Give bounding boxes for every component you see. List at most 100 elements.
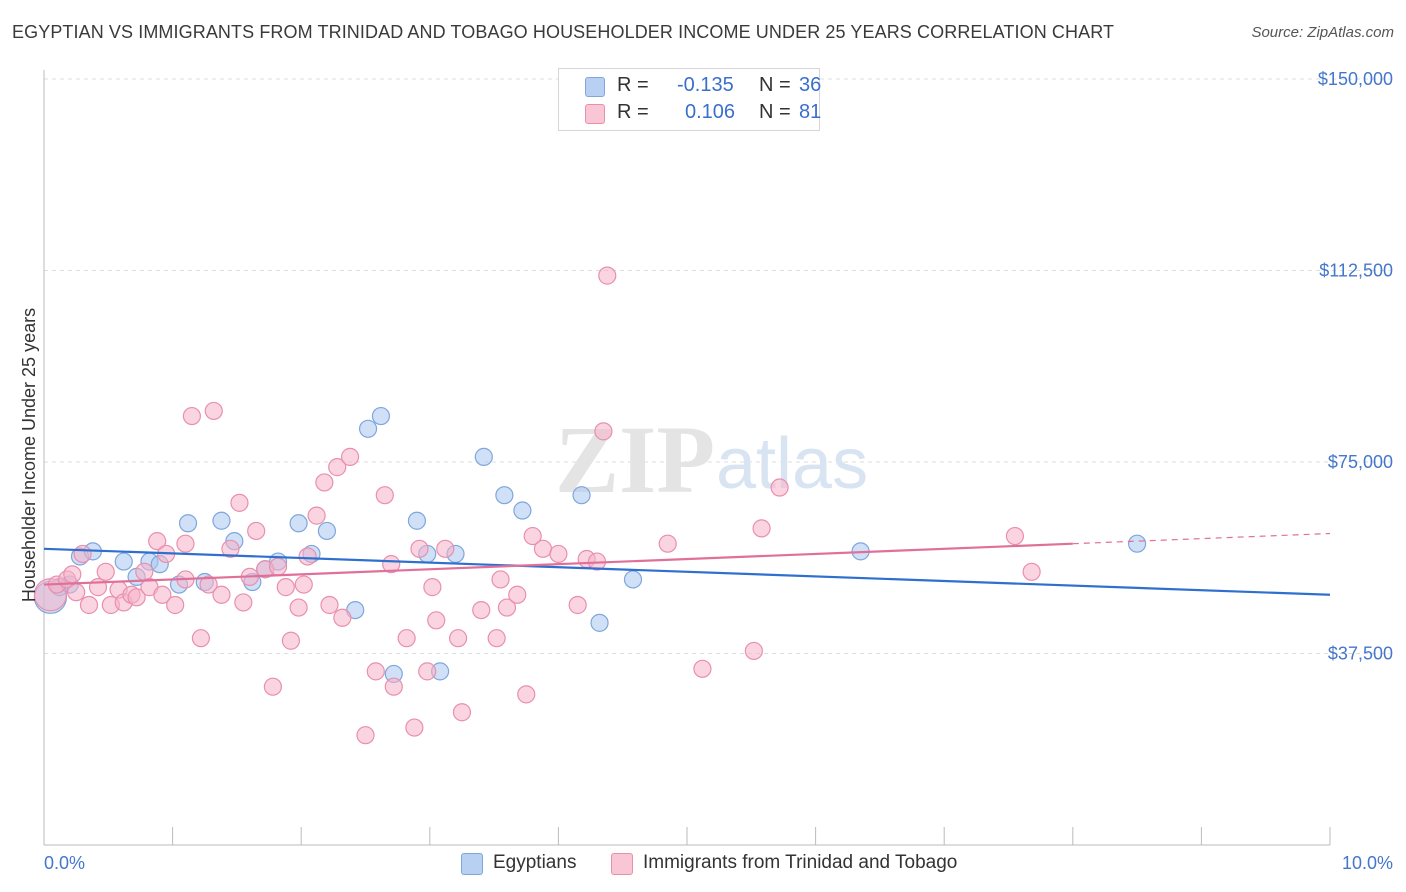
point-trinidad [568,595,587,615]
point-egyptians [513,501,532,520]
point-trinidad [427,611,446,630]
point-trinidad [320,595,339,615]
legend-n-value: 81 [799,101,822,123]
point-trinidad [410,539,429,558]
trend-line-egyptians [43,547,1331,596]
point-trinidad [491,570,510,589]
point-egyptians [371,406,391,426]
point-egyptians [317,521,337,541]
point-trinidad [770,478,789,497]
point-trinidad [268,557,288,576]
point-trinidad [384,677,403,696]
legend: R = -0.135 N = 36 R = 0.106 N = 81 [558,68,822,131]
point-trinidad [281,631,301,650]
point-trinidad [221,539,240,558]
chart-title: EGYPTIAN VS IMMIGRANTS FROM TRINIDAD AND… [12,22,1115,42]
legend-label-trinidad: Immigrants from Trinidad and Tobago [643,852,958,873]
point-trinidad [166,595,185,615]
point-trinidad [135,562,154,581]
point-trinidad [397,629,416,648]
point-trinidad [356,726,375,745]
point-egyptians [289,514,308,533]
point-trinidad [79,595,99,615]
point-trinidad [148,532,167,551]
legend-swatch-pink [611,853,633,875]
point-trinidad [328,458,347,477]
point-trinidad [63,565,82,584]
point-trinidad [497,598,517,617]
x-tick-label-min: 0.0% [44,853,85,873]
point-egyptians [114,552,133,571]
point-trinidad [423,578,442,597]
point-trinidad [199,575,218,594]
point-trinidad [182,406,201,426]
point-trinidad [73,544,92,564]
legend-n-label: N = [759,101,791,123]
point-trinidad [276,578,295,597]
point-trinidad [307,506,326,525]
point-trinidad [472,600,491,620]
y-tick-label: $75,000 [1328,452,1393,472]
y-tick-label: $112,500 [1319,261,1393,281]
point-trinidad [234,593,253,612]
point-trinidad [153,585,172,604]
legend-r-label: R = [617,74,649,96]
legend-n-label: N = [759,74,791,96]
legend-swatch-pink [585,104,605,124]
point-trinidad [263,677,283,696]
point-trinidad [744,641,763,661]
point-trinidad [230,493,249,512]
legend-swatch-blue [585,77,605,97]
point-trinidad [693,659,712,678]
trend-lines [43,532,1331,596]
point-trinidad [294,575,313,594]
legend-r-label: R = [617,101,649,123]
legend-swatch-blue [461,853,483,875]
point-trinidad [212,585,231,604]
point-egyptians [572,486,591,505]
point-egyptians [178,514,198,533]
point-trinidad [517,685,536,704]
point-trinidad [1022,562,1041,581]
x-tick-label-max: 10.0% [1342,853,1393,873]
y-tick-label: $37,500 [1328,644,1393,664]
legend-n-value: 36 [799,74,822,96]
point-trinidad [523,526,542,546]
point-trinidad [176,534,195,553]
x-tick-labels: 0.0% 10.0% [44,853,1393,873]
point-trinidad [452,703,472,722]
point-trinidad [247,521,266,541]
point-trinidad [315,473,334,492]
point-trinidad [658,534,677,553]
source-label: Source: ZipAtlas.com [1251,24,1394,41]
point-trinidad [204,401,223,421]
point-trinidad [375,486,394,505]
trend-line-trinidad-extension [1072,532,1331,545]
bottom-legend: Egyptians Immigrants from Trinidad and T… [0,852,1406,878]
point-trinidad [448,629,468,648]
point-egyptians [1127,534,1147,553]
point-trinidad [549,544,568,564]
point-trinidad [382,555,401,574]
gridlines [44,78,1390,654]
series-trinidad [33,266,1041,745]
point-trinidad [1005,526,1025,546]
point-trinidad [298,547,317,566]
point-egyptians [474,447,493,466]
y-axis-label: Householder Income Under 25 years [19,308,39,602]
point-trinidad [333,608,352,627]
point-egyptians [212,511,231,530]
watermark-atlas: atlas [716,424,868,504]
point-trinidad [96,562,115,581]
point-trinidad [436,539,455,558]
point-trinidad [366,662,385,681]
trend-line-trinidad [43,542,1073,586]
point-egyptians [590,613,609,632]
point-trinidad [340,447,360,466]
point-trinidad [752,519,771,538]
point-trinidad [508,585,527,604]
legend-r-value: 0.106 [685,101,736,123]
y-tick-labels: $37,500 $75,000 $112,500 $150,000 [1318,69,1393,664]
point-trinidad [533,539,553,558]
